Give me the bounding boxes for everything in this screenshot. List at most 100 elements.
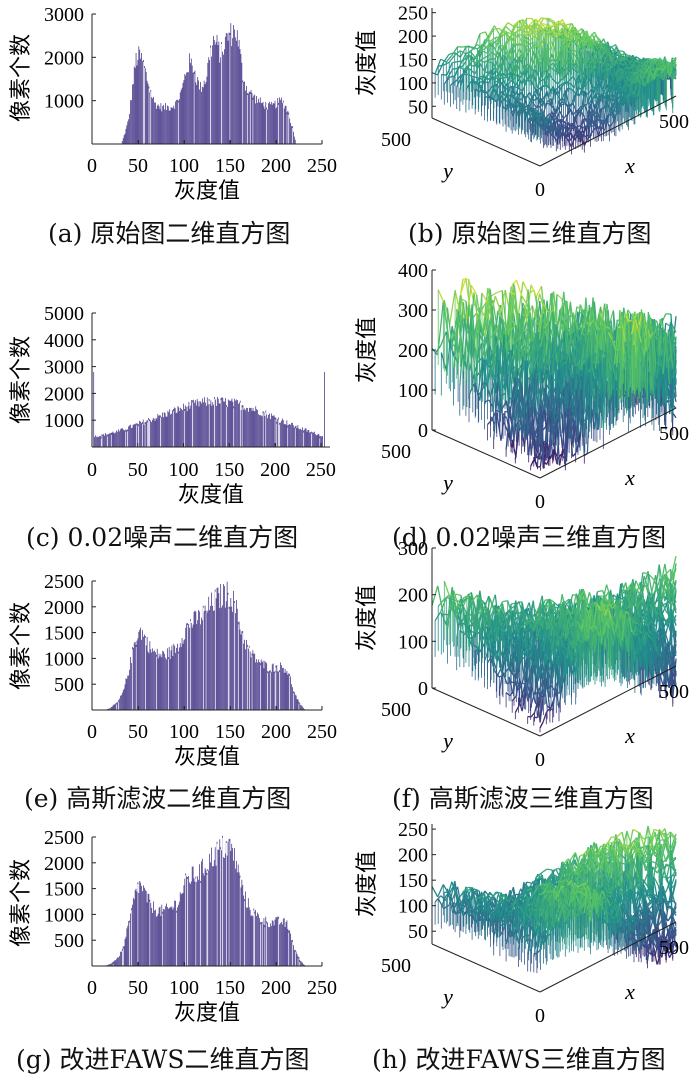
x-tick-label: 50 (128, 977, 148, 999)
histogram-bar (158, 658, 159, 710)
histogram-bar (212, 402, 213, 447)
histogram-bar (262, 416, 263, 447)
histogram-bar (157, 106, 158, 144)
histogram-bar (196, 85, 197, 144)
histogram-bar (264, 106, 265, 144)
surface-ridge-segment (590, 123, 593, 124)
histogram-bar (282, 419, 283, 447)
histogram-bar (133, 648, 134, 710)
y-tick-label: 500 (381, 129, 411, 151)
histogram-bar (233, 402, 234, 447)
histogram-bar (169, 908, 170, 966)
histogram-bar (195, 611, 196, 710)
histogram-bar (122, 693, 123, 710)
histogram-bar (163, 909, 164, 966)
histogram-bar (235, 613, 236, 710)
histogram-bar (213, 36, 214, 144)
x-tick-label: 0 (87, 977, 97, 999)
histogram-bar (285, 669, 286, 710)
histogram-bar (241, 887, 242, 966)
y-tick-label: 2500 (44, 571, 84, 593)
surface-ridge-segment (495, 296, 500, 311)
histogram-bar (287, 671, 288, 710)
histogram-bar (195, 882, 196, 966)
histogram-bar (180, 92, 181, 144)
histogram-bar (156, 418, 157, 447)
histogram-bar (138, 638, 139, 710)
histogram-bar (126, 129, 127, 144)
y-tick-label: 4000 (44, 330, 84, 352)
histogram-bar (126, 430, 127, 447)
histogram-bar (302, 707, 303, 710)
histogram-bar (242, 880, 243, 966)
histogram-bar (150, 420, 151, 447)
histogram-bar (322, 436, 323, 447)
histogram-bar (161, 111, 162, 144)
histogram-bar (223, 584, 224, 710)
histogram-bar (276, 665, 277, 710)
histogram-bar (117, 432, 118, 447)
histogram-bar (188, 406, 189, 447)
y-tick-label: 500 (54, 930, 84, 952)
histogram-bar (267, 923, 268, 966)
histogram-bar (165, 413, 166, 447)
histogram-bar (251, 408, 252, 447)
histogram-bar (139, 421, 140, 447)
histogram-bar (192, 66, 193, 144)
histogram-bar (148, 83, 149, 144)
histogram-bar (120, 429, 121, 447)
histogram-bar (132, 85, 133, 144)
z-tick-label: 250 (398, 3, 428, 25)
histogram-bar (140, 628, 141, 710)
histogram-bar (242, 885, 243, 966)
z-tick-label: 100 (398, 73, 428, 95)
histogram-bar (141, 53, 142, 144)
histogram-bar (169, 647, 170, 710)
histogram-bar (170, 659, 171, 710)
histogram-bar (170, 415, 171, 447)
histogram-bar (298, 425, 299, 447)
histogram-bar (198, 610, 199, 710)
histogram-bar (201, 404, 202, 447)
histogram-bar (277, 419, 278, 447)
histogram-bar (245, 410, 246, 447)
histogram-bar (196, 82, 197, 144)
histogram-bar (233, 591, 234, 710)
histogram-bar (273, 921, 274, 966)
histogram-bar (202, 87, 203, 144)
histogram-bar (199, 864, 200, 966)
histogram-bar (254, 654, 255, 710)
histogram-bar (167, 648, 168, 710)
histogram-bar (127, 926, 128, 966)
histogram-bar (182, 893, 183, 966)
histogram-bar (282, 668, 283, 710)
surface-ridge-segment (480, 32, 486, 34)
histogram-bar (263, 661, 264, 710)
histogram-bar (206, 82, 207, 144)
histogram-bar (148, 894, 149, 966)
histogram-bar (129, 114, 130, 144)
histogram-bar (273, 416, 274, 447)
histogram-bar (280, 100, 281, 144)
histogram-bar (184, 885, 185, 966)
histogram-bar (273, 103, 274, 144)
histogram-bar (212, 606, 213, 710)
histogram-bar (271, 926, 272, 966)
histogram-bar (174, 109, 175, 144)
histogram-bar (243, 82, 244, 144)
histogram-bar (152, 913, 153, 966)
histogram-bar (270, 923, 271, 966)
histogram-bar (134, 643, 135, 710)
histogram-bar (195, 71, 196, 144)
surface-ridge-segment (517, 280, 522, 296)
histogram-bar (296, 696, 297, 710)
surface-ridge-segment (494, 29, 500, 30)
histogram-bar (264, 412, 265, 447)
histogram-bar (249, 92, 250, 144)
x-tick-label: 200 (261, 155, 291, 177)
histogram-bar (185, 76, 186, 144)
surface-ridge-segment (527, 80, 531, 81)
histogram-bar (268, 415, 269, 447)
